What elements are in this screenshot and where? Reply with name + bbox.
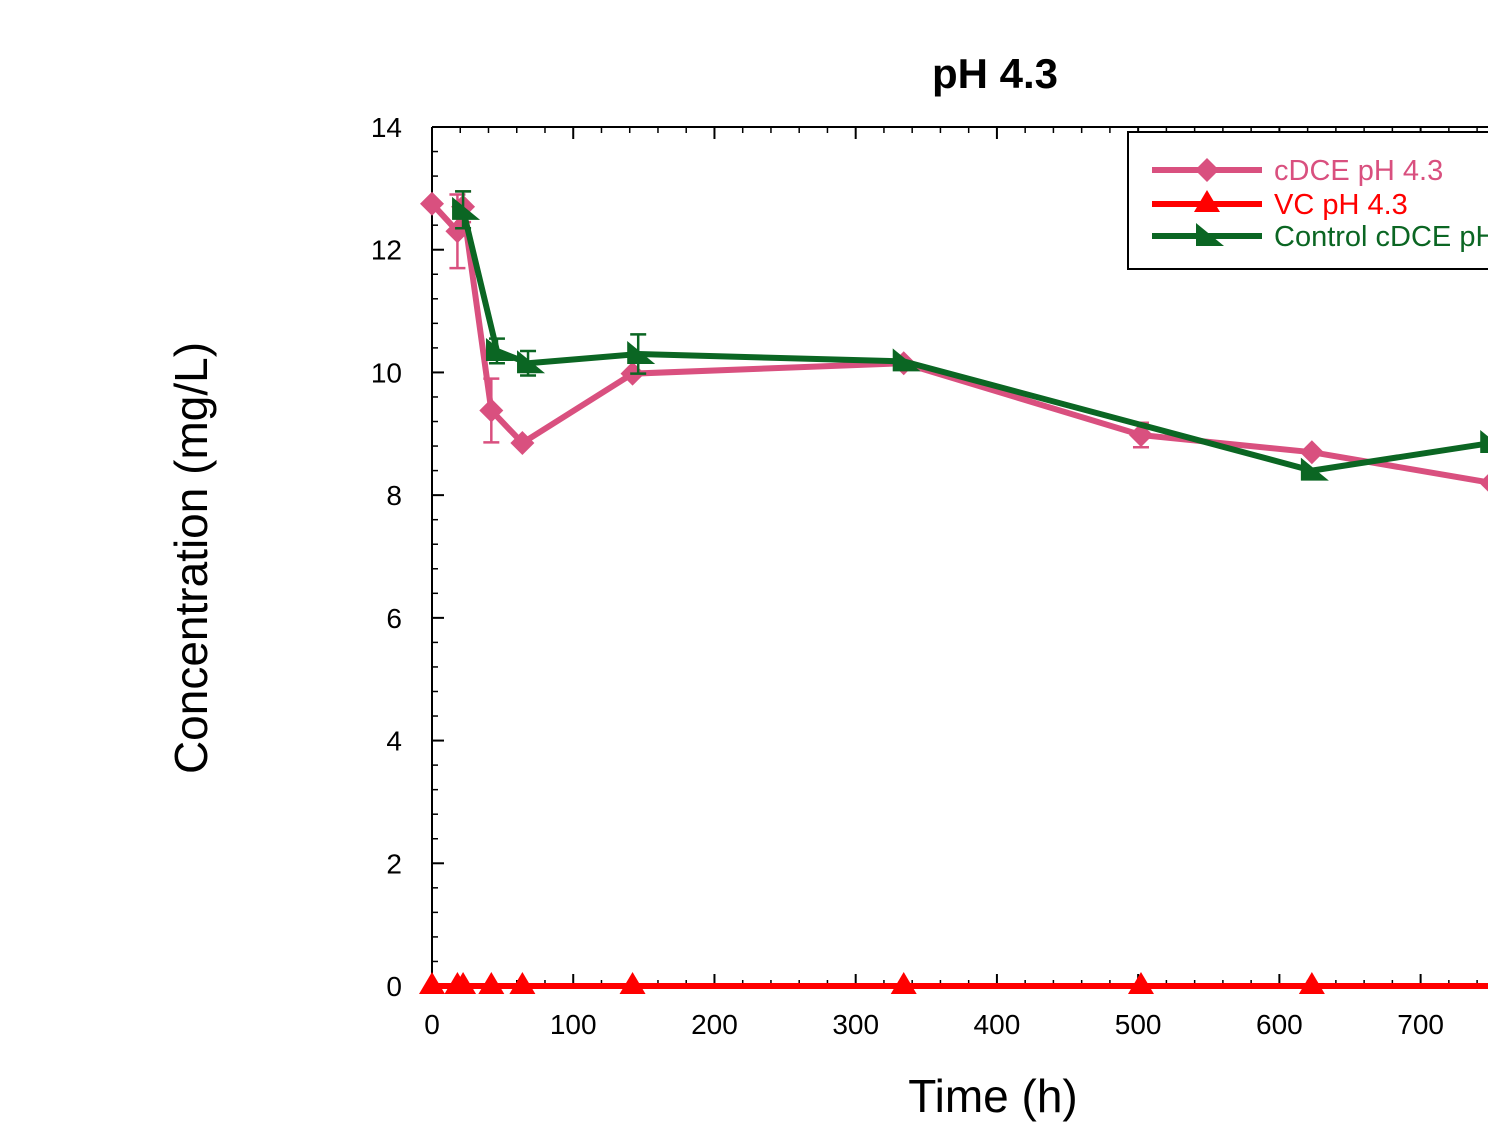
- x-tick-label: 0: [424, 1009, 440, 1040]
- y-tick-label: 8: [386, 480, 402, 511]
- x-tick-label: 300: [832, 1009, 879, 1040]
- legend-swatch-marker: [1194, 190, 1220, 212]
- y-tick-label: 2: [386, 848, 402, 879]
- y-tick-label: 14: [371, 112, 402, 143]
- y-tick-label: 12: [371, 235, 402, 266]
- y-axis-title: Concentration (mg/L): [165, 342, 217, 774]
- x-tick-label: 400: [974, 1009, 1021, 1040]
- x-tick-label: 500: [1115, 1009, 1162, 1040]
- legend-box: [1127, 131, 1488, 270]
- data-point: [478, 972, 505, 994]
- data-point: [892, 348, 921, 372]
- data-point: [509, 972, 536, 994]
- legend-label: Control cDCE pH 4.3: [1274, 221, 1488, 253]
- data-point: [627, 341, 656, 365]
- y-tick-label: 4: [386, 726, 402, 757]
- data-point: [619, 972, 646, 994]
- legend-label: cDCE pH 4.3: [1274, 155, 1443, 187]
- legend-swatch-marker: [1195, 158, 1219, 182]
- x-tick-label: 700: [1397, 1009, 1444, 1040]
- data-point: [517, 350, 546, 374]
- y-tick-label: 10: [371, 357, 402, 388]
- data-point: [890, 972, 917, 994]
- x-tick-label: 200: [691, 1009, 738, 1040]
- x-axis-title: Time (h): [908, 1070, 1078, 1122]
- data-point: [1479, 474, 1488, 492]
- x-tick-label: 100: [550, 1009, 597, 1040]
- chart-title: pH 4.3: [932, 50, 1058, 97]
- data-point: [450, 972, 477, 994]
- legend-label: VC pH 4.3: [1274, 189, 1408, 221]
- y-tick-label: 6: [386, 603, 402, 634]
- data-point: [479, 398, 504, 423]
- x-tick-label: 600: [1256, 1009, 1303, 1040]
- data-point: [1480, 429, 1488, 453]
- data-point: [485, 337, 514, 361]
- data-point: [419, 972, 445, 994]
- data-point: [1300, 457, 1329, 481]
- data-point: [1298, 972, 1325, 994]
- data-point: [510, 430, 535, 455]
- legend-swatch-marker: [1196, 223, 1224, 246]
- data-point: [1127, 972, 1154, 994]
- data-point: [452, 196, 481, 220]
- y-tick-label: 0: [386, 971, 402, 1002]
- data-point: [1299, 440, 1324, 465]
- plot-area: 0 2 4 6 8 10 12 14 0 100 200 300 400 500 600 700: [371, 112, 1488, 1040]
- data-point: [420, 191, 444, 216]
